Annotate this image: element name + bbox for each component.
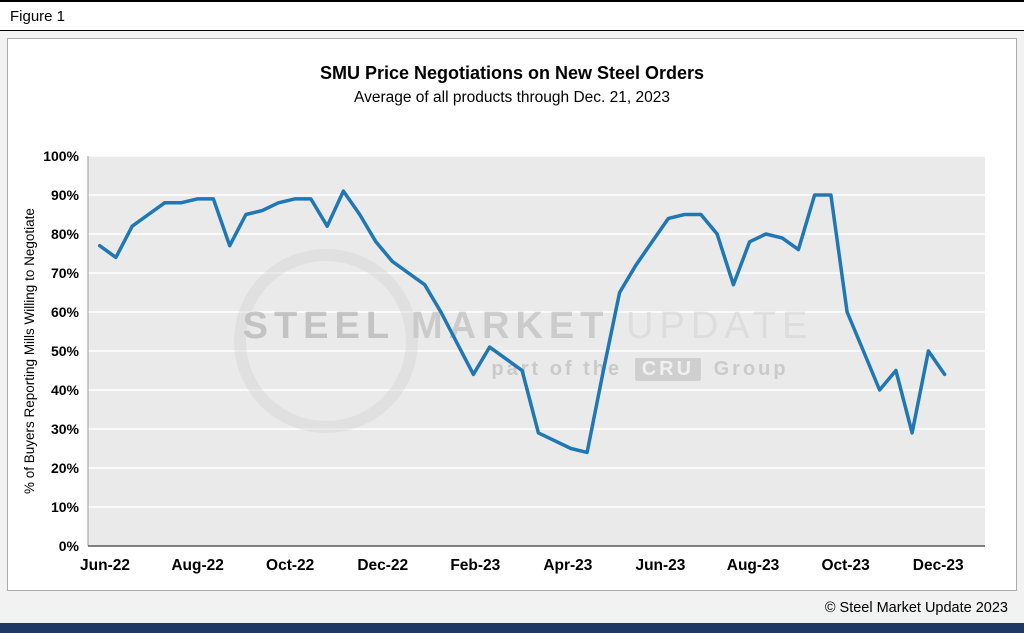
y-tick-label: 50% bbox=[51, 343, 80, 359]
chart-subtitle: Average of all products through Dec. 21,… bbox=[354, 89, 670, 106]
y-tick-label: 70% bbox=[51, 265, 80, 281]
y-tick-label: 90% bbox=[51, 187, 80, 203]
y-tick-label: 30% bbox=[51, 421, 80, 437]
figure-label-bar: Figure 1 bbox=[0, 0, 1024, 31]
y-tick-label: 10% bbox=[51, 499, 80, 515]
footer-accent-bar bbox=[0, 623, 1024, 633]
x-tick-label: Aug-23 bbox=[727, 557, 780, 574]
x-tick-label: Oct-23 bbox=[821, 557, 870, 574]
x-tick-label: Feb-23 bbox=[450, 557, 500, 574]
line-layer bbox=[97, 189, 947, 455]
y-tick-label: 20% bbox=[51, 460, 80, 476]
y-tick-label: 0% bbox=[59, 538, 80, 554]
figure-label: Figure 1 bbox=[10, 7, 66, 25]
y-tick-label: 100% bbox=[43, 148, 79, 164]
x-tick-label: Jun-22 bbox=[80, 557, 130, 574]
chart-panel: SMU Price Negotiations on New Steel Orde… bbox=[7, 38, 1017, 591]
x-tick-label: Apr-23 bbox=[543, 557, 592, 574]
x-tick-label: Dec-23 bbox=[913, 557, 964, 574]
x-tick-label: Jun-23 bbox=[635, 557, 685, 574]
chart-title: SMU Price Negotiations on New Steel Orde… bbox=[319, 63, 705, 83]
x-tick-label: Aug-22 bbox=[171, 557, 224, 574]
y-tick-label: 40% bbox=[51, 382, 80, 398]
x-tick-label: Oct-22 bbox=[266, 557, 314, 574]
x-tick-label: Dec-22 bbox=[357, 557, 408, 574]
data-line bbox=[97, 189, 947, 455]
copyright: © Steel Market Update 2023 bbox=[824, 600, 1008, 616]
y-tick-label: 80% bbox=[51, 226, 80, 242]
y-tick-label: 60% bbox=[51, 304, 80, 320]
